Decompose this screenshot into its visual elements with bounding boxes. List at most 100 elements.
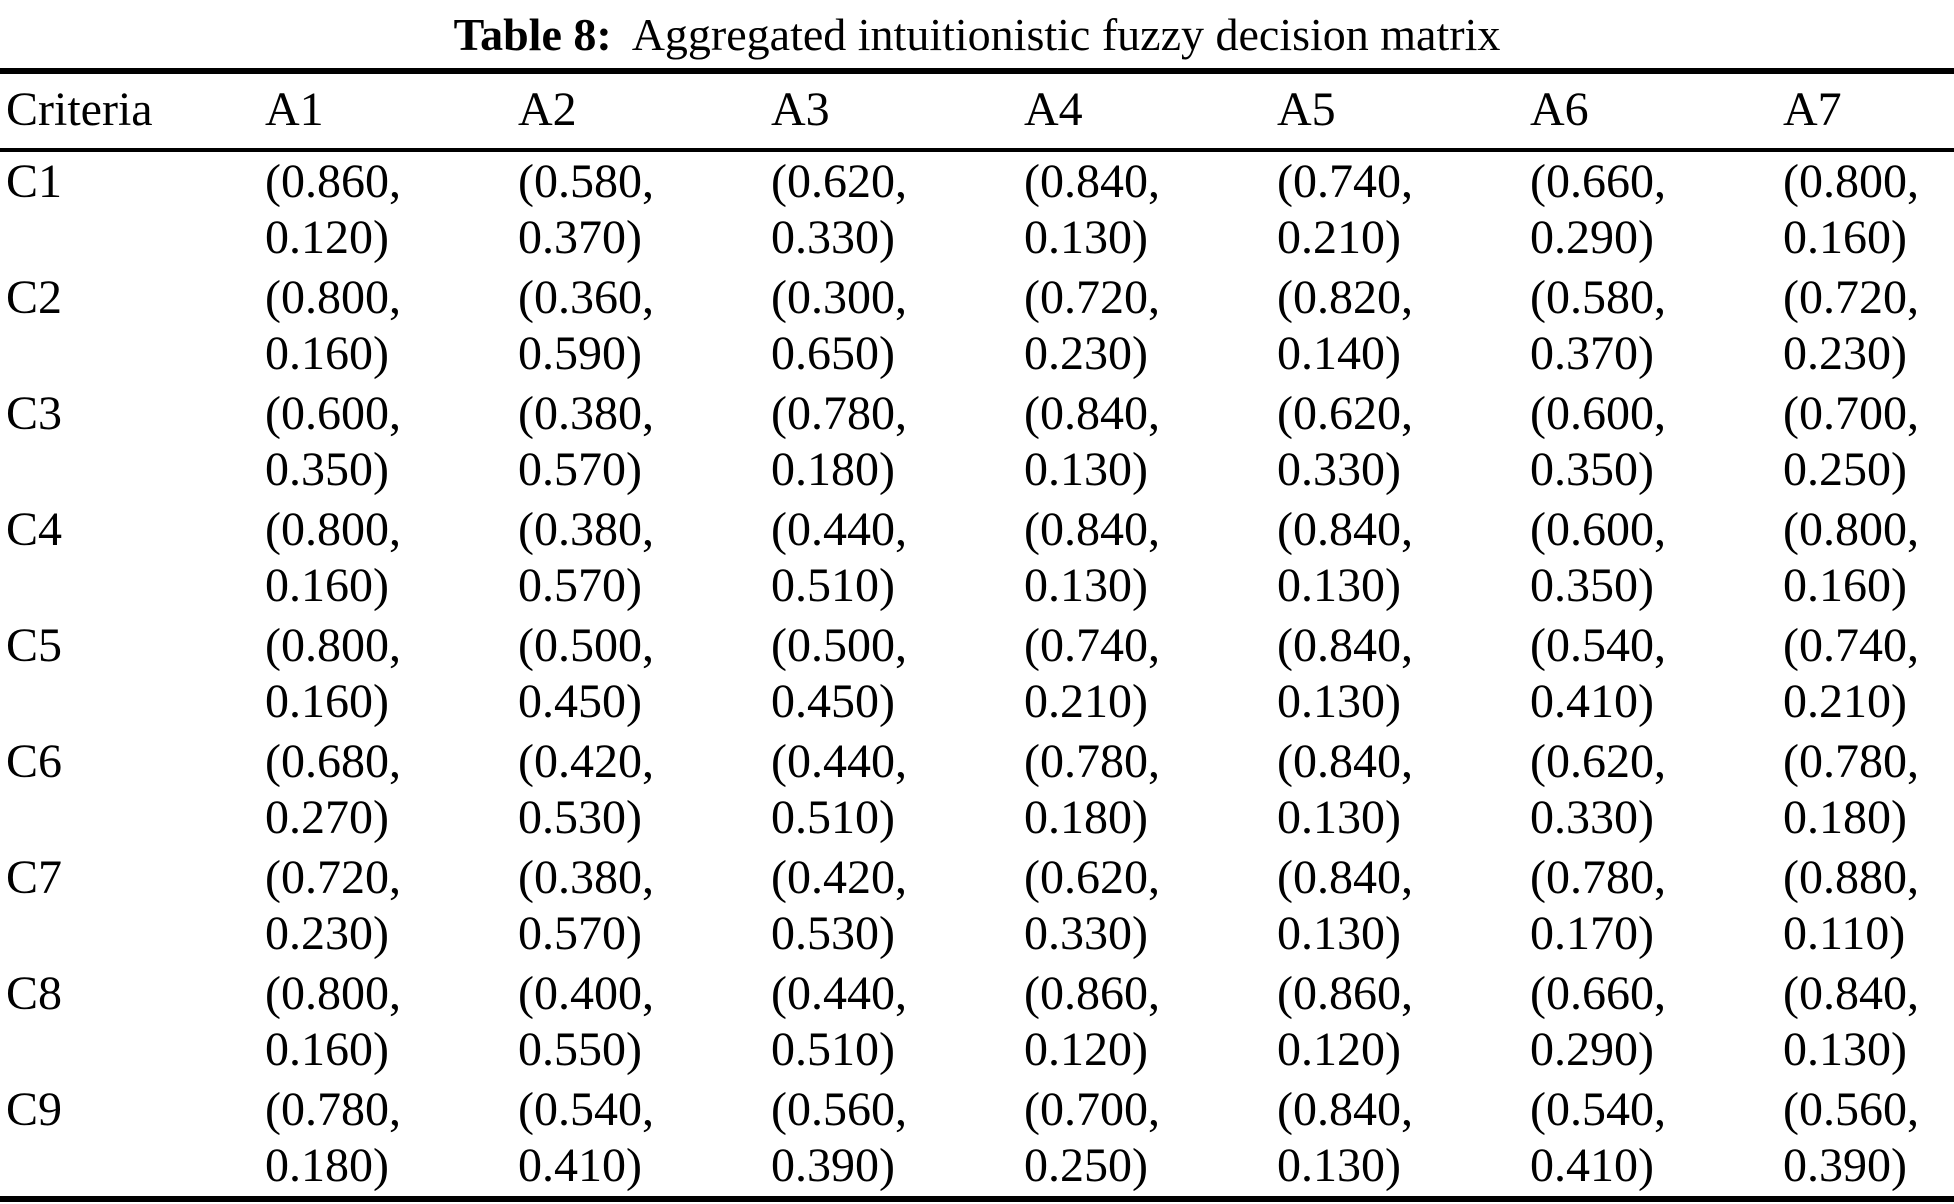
- table-row: C5 (0.800, 0.160) (0.500, 0.450) (0.500, 0.450…: [0, 616, 1954, 732]
- membership-value: (0.840,: [1277, 619, 1413, 672]
- non-membership-value: 0.180): [265, 1139, 389, 1192]
- membership-value: (0.300,: [771, 271, 907, 324]
- non-membership-value: 0.370): [518, 211, 642, 264]
- table-caption-text: Aggregated intuitionistic fuzzy decision…: [631, 9, 1501, 60]
- matrix-cell: (0.840, 0.130): [1271, 848, 1524, 964]
- matrix-cell: (0.780, 0.170): [1524, 848, 1777, 964]
- membership-value: (0.660,: [1530, 967, 1666, 1020]
- matrix-cell: (0.780, 0.180): [765, 384, 1018, 500]
- non-membership-value: 0.160): [265, 559, 389, 612]
- matrix-cell: (0.580, 0.370): [512, 150, 765, 268]
- matrix-cell: (0.300, 0.650): [765, 268, 1018, 384]
- membership-value: (0.820,: [1277, 271, 1413, 324]
- membership-value: (0.860,: [1024, 967, 1160, 1020]
- column-header-a3: A3: [765, 71, 1018, 152]
- matrix-cell: (0.800, 0.160): [1777, 150, 1954, 268]
- membership-value: (0.840,: [1277, 735, 1413, 788]
- matrix-cell: (0.720, 0.230): [1018, 268, 1271, 384]
- matrix-cell: (0.420, 0.530): [765, 848, 1018, 964]
- matrix-cell: (0.700, 0.250): [1777, 384, 1954, 500]
- table-row: C8 (0.800, 0.160) (0.400, 0.550) (0.440, 0.510…: [0, 964, 1954, 1080]
- matrix-cell: (0.400, 0.550): [512, 964, 765, 1080]
- matrix-cell: (0.540, 0.410): [1524, 616, 1777, 732]
- matrix-cell: (0.840, 0.130): [1271, 616, 1524, 732]
- non-membership-value: 0.390): [771, 1139, 895, 1192]
- matrix-cell: (0.380, 0.570): [512, 384, 765, 500]
- membership-value: (0.420,: [771, 851, 907, 904]
- membership-value: (0.560,: [771, 1083, 907, 1136]
- non-membership-value: 0.210): [1783, 675, 1907, 728]
- matrix-cell: (0.620, 0.330): [1524, 732, 1777, 848]
- matrix-cell: (0.500, 0.450): [512, 616, 765, 732]
- membership-value: (0.500,: [518, 619, 654, 672]
- membership-value: (0.620,: [1024, 851, 1160, 904]
- matrix-cell: (0.860, 0.120): [259, 150, 512, 268]
- non-membership-value: 0.410): [518, 1139, 642, 1192]
- membership-value: (0.840,: [1277, 503, 1413, 556]
- matrix-cell: (0.620, 0.330): [1271, 384, 1524, 500]
- header-row: Criteria A1 A2 A3 A4 A5 A6 A7: [0, 71, 1954, 152]
- matrix-cell: (0.500, 0.450): [765, 616, 1018, 732]
- matrix-cell: (0.620, 0.330): [1018, 848, 1271, 964]
- non-membership-value: 0.450): [771, 675, 895, 728]
- matrix-cell: (0.720, 0.230): [1777, 268, 1954, 384]
- matrix-cell: (0.740, 0.210): [1018, 616, 1271, 732]
- matrix-cell: (0.380, 0.570): [512, 848, 765, 964]
- membership-value: (0.840,: [1277, 1083, 1413, 1136]
- non-membership-value: 0.330): [1530, 791, 1654, 844]
- membership-value: (0.860,: [265, 155, 401, 208]
- non-membership-value: 0.130): [1277, 907, 1401, 960]
- non-membership-value: 0.160): [1783, 211, 1907, 264]
- decision-matrix-table: Criteria A1 A2 A3 A4 A5 A6 A7 C1 (0.860, 0.120) (0…: [0, 68, 1954, 1202]
- column-header-a6: A6: [1524, 71, 1777, 152]
- membership-value: (0.780,: [1783, 735, 1919, 788]
- matrix-cell: (0.700, 0.250): [1018, 1080, 1271, 1199]
- membership-value: (0.660,: [1530, 155, 1666, 208]
- membership-value: (0.740,: [1024, 619, 1160, 672]
- table-row: C1 (0.860, 0.120) (0.580, 0.370) (0.620, 0.330…: [0, 150, 1954, 268]
- membership-value: (0.440,: [771, 967, 907, 1020]
- non-membership-value: 0.650): [771, 327, 895, 380]
- non-membership-value: 0.410): [1530, 1139, 1654, 1192]
- matrix-cell: (0.620, 0.330): [765, 150, 1018, 268]
- membership-value: (0.740,: [1277, 155, 1413, 208]
- table-row: C3 (0.600, 0.350) (0.380, 0.570) (0.780, 0.180…: [0, 384, 1954, 500]
- matrix-cell: (0.780, 0.180): [259, 1080, 512, 1199]
- criterion-label: C5: [6, 619, 63, 672]
- membership-value: (0.580,: [518, 155, 654, 208]
- non-membership-value: 0.130): [1277, 559, 1401, 612]
- membership-value: (0.600,: [1530, 387, 1666, 440]
- membership-value: (0.540,: [518, 1083, 654, 1136]
- matrix-cell: (0.740, 0.210): [1271, 150, 1524, 268]
- non-membership-value: 0.180): [1783, 791, 1907, 844]
- non-membership-value: 0.250): [1024, 1139, 1148, 1192]
- non-membership-value: 0.130): [1277, 1139, 1401, 1192]
- membership-value: (0.580,: [1530, 271, 1666, 324]
- table-row: C6 (0.680, 0.270) (0.420, 0.530) (0.440, 0.510…: [0, 732, 1954, 848]
- membership-value: (0.800,: [265, 967, 401, 1020]
- non-membership-value: 0.530): [771, 907, 895, 960]
- matrix-cell: (0.720, 0.230): [259, 848, 512, 964]
- column-header-a5: A5: [1271, 71, 1524, 152]
- table-caption-label: Table 8:: [453, 9, 612, 60]
- matrix-cell: (0.840, 0.130): [1271, 732, 1524, 848]
- criterion-label: C7: [6, 851, 63, 904]
- matrix-cell: (0.860, 0.120): [1271, 964, 1524, 1080]
- non-membership-value: 0.530): [518, 791, 642, 844]
- column-header-a1: A1: [259, 71, 512, 152]
- membership-value: (0.780,: [265, 1083, 401, 1136]
- matrix-cell: (0.840, 0.130): [1018, 150, 1271, 268]
- criterion-label: C9: [6, 1083, 63, 1136]
- criterion-label: C2: [6, 271, 63, 324]
- membership-value: (0.540,: [1530, 1083, 1666, 1136]
- matrix-cell: (0.800, 0.160): [259, 964, 512, 1080]
- non-membership-value: 0.370): [1530, 327, 1654, 380]
- criterion-label: C8: [6, 967, 63, 1020]
- non-membership-value: 0.250): [1783, 443, 1907, 496]
- matrix-cell: (0.820, 0.140): [1271, 268, 1524, 384]
- non-membership-value: 0.570): [518, 559, 642, 612]
- non-membership-value: 0.570): [518, 907, 642, 960]
- matrix-cell: (0.600, 0.350): [1524, 500, 1777, 616]
- column-header-a2: A2: [512, 71, 765, 152]
- non-membership-value: 0.390): [1783, 1139, 1907, 1192]
